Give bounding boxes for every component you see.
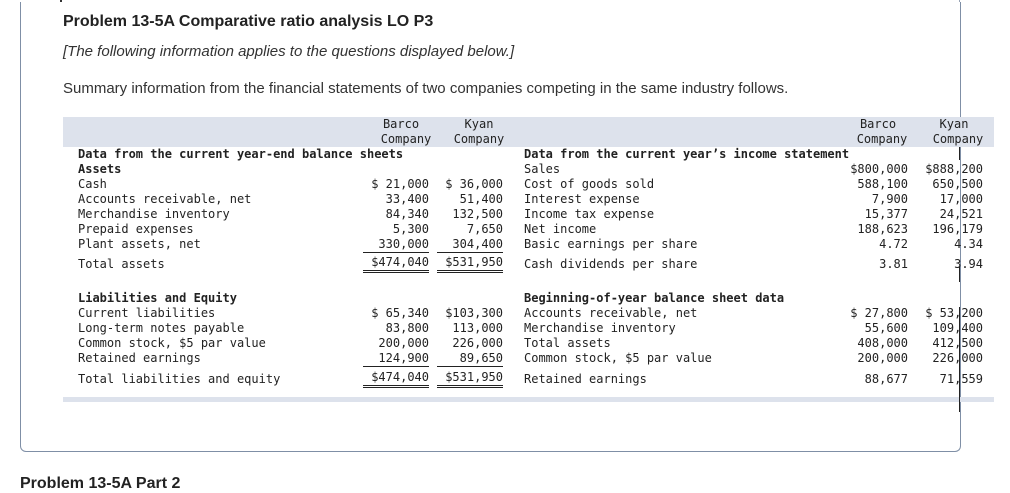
total-assets-label: Total assets: [78, 257, 165, 271]
income-label: Income tax expense: [524, 207, 655, 221]
income-label: Cost of goods sold: [524, 177, 655, 191]
col-header-kyan-right: Kyan: [939, 117, 969, 131]
asset-kyan: 304,400: [437, 237, 503, 253]
column-marker-line: [959, 147, 960, 160]
beginning-barco: 55,600: [864, 321, 908, 335]
income-barco: 15,377: [864, 207, 908, 221]
total-liab-kyan: $531,950: [437, 370, 503, 388]
income-label: Sales: [524, 162, 561, 176]
income-barco: 7,900: [871, 192, 908, 206]
liability-label: Current liabilities: [78, 306, 216, 320]
income-barco: 188,623: [857, 222, 908, 236]
top-tick-mark: [60, 0, 62, 3]
beginning-label: Retained earnings: [524, 372, 647, 386]
income-barco: $800,000: [850, 162, 908, 176]
col-header-company-right-1: Company: [856, 132, 908, 146]
liability-kyan: $103,300: [445, 306, 503, 320]
liability-kyan: 226,000: [452, 336, 503, 350]
col-header-barco-left: Barco: [382, 117, 420, 131]
asset-label: Prepaid expenses: [78, 222, 194, 236]
liability-label: Retained earnings: [78, 351, 201, 365]
asset-barco: 5,300: [392, 222, 429, 236]
liability-barco: 83,800: [385, 321, 429, 335]
beginning-barco: 408,000: [857, 336, 908, 350]
liability-barco: 124,900: [363, 351, 429, 367]
beginning-label: Total assets: [524, 336, 611, 350]
problem-card: [20, 2, 961, 452]
beginning-label: Accounts receivable, net: [524, 306, 698, 320]
liability-label: Long-term notes payable: [78, 321, 245, 335]
beginning-label: Merchandise inventory: [524, 321, 676, 335]
beginning-barco: 200,000: [857, 351, 908, 365]
income-barco: 4.72: [879, 237, 908, 251]
balance-heading: Data from the current year-end balance s…: [78, 147, 404, 161]
income-heading: Data from the current year’s income stat…: [524, 147, 850, 161]
col-header-company-right-2: Company: [932, 132, 984, 146]
income-kyan: $888,200: [925, 162, 983, 176]
asset-kyan: 7,650: [466, 222, 503, 236]
asset-label: Cash: [78, 177, 107, 191]
liability-kyan: 89,650: [437, 351, 503, 367]
liability-barco: $ 65,340: [371, 306, 429, 320]
beginning-barco: $ 27,800: [850, 306, 908, 320]
financial-data-table: Barco Company Kyan Company Barco Company…: [63, 117, 994, 412]
income-label: Basic earnings per share: [524, 237, 698, 251]
income-kyan: 650,500: [932, 177, 983, 191]
income-kyan: 4.34: [954, 237, 983, 251]
col-header-barco-right: Barco: [859, 117, 897, 131]
total-liab-label: Total liabilities and equity: [78, 372, 281, 386]
total-assets-barco: $474,040: [363, 255, 429, 273]
column-marker-line: [959, 307, 960, 412]
asset-kyan: $ 36,000: [445, 177, 503, 191]
assets-label: Assets: [78, 162, 122, 176]
income-kyan: 196,179: [932, 222, 983, 236]
asset-barco: 84,340: [385, 207, 429, 221]
income-kyan: 3.94: [954, 257, 983, 271]
income-label: Interest expense: [524, 192, 640, 206]
asset-kyan: 51,400: [459, 192, 503, 206]
liability-label: Common stock, $5 par value: [78, 336, 266, 350]
asset-label: Plant assets, net: [78, 237, 201, 251]
asset-label: Accounts receivable, net: [78, 192, 252, 206]
total-liab-barco: $474,040: [363, 370, 429, 388]
beginning-kyan: 109,400: [932, 321, 983, 335]
col-header-kyan-left: Kyan: [464, 117, 494, 131]
asset-barco: 33,400: [385, 192, 429, 206]
beginning-barco: 88,677: [864, 372, 908, 386]
liability-barco: 200,000: [378, 336, 429, 350]
beginning-label: Common stock, $5 par value: [524, 351, 712, 365]
income-kyan: 24,521: [939, 207, 983, 221]
next-part-title: Problem 13-5A Part 2: [20, 475, 181, 492]
beginning-kyan: 412,500: [932, 336, 983, 350]
asset-barco: 330,000: [363, 237, 429, 253]
income-label: Cash dividends per share: [524, 257, 698, 271]
footer-band: [63, 397, 994, 402]
income-barco: 588,100: [857, 177, 908, 191]
liabilities-label: Liabilities and Equity: [78, 291, 237, 305]
problem-title: Problem 13-5A Comparative ratio analysis…: [63, 13, 434, 30]
column-marker-line: [959, 267, 960, 282]
header-band: [63, 117, 994, 147]
problem-note: [The following information applies to th…: [63, 43, 515, 60]
income-label: Net income: [524, 222, 597, 236]
col-header-company-left-2: Company: [453, 132, 505, 146]
liability-kyan: 113,000: [452, 321, 503, 335]
problem-intro: Summary information from the financial s…: [63, 80, 789, 97]
asset-label: Merchandise inventory: [78, 207, 230, 221]
col-header-company-left-1: Company: [380, 132, 432, 146]
income-kyan: 17,000: [939, 192, 983, 206]
beginning-heading: Beginning-of-year balance sheet data: [524, 291, 785, 305]
beginning-kyan: 71,559: [939, 372, 983, 386]
asset-kyan: 132,500: [452, 207, 503, 221]
beginning-kyan: 226,000: [932, 351, 983, 365]
beginning-kyan: $ 53,200: [925, 306, 983, 320]
asset-barco: $ 21,000: [371, 177, 429, 191]
income-barco: 3.81: [879, 257, 908, 271]
total-assets-kyan: $531,950: [437, 255, 503, 273]
